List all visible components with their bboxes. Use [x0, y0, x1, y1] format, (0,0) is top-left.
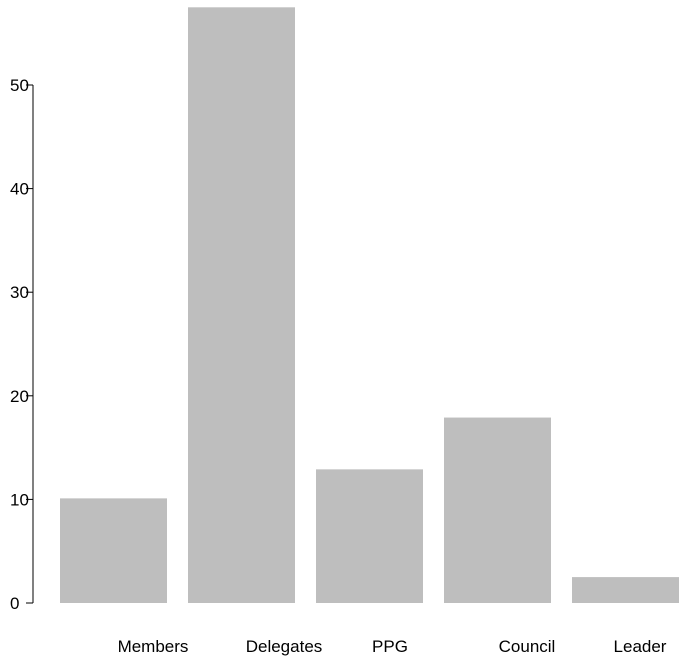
- x-category-label: PPG: [372, 637, 408, 656]
- x-category-label: Council: [499, 637, 556, 656]
- bar-leader: [572, 577, 679, 603]
- bars-group: [60, 7, 679, 604]
- y-tick-label: 0: [10, 594, 19, 613]
- bar-ppg: [316, 469, 423, 603]
- y-tick-label: 30: [10, 283, 29, 302]
- y-tick-label: 50: [10, 76, 29, 95]
- x-category-label: Delegates: [246, 637, 323, 656]
- bar-members: [60, 498, 167, 603]
- x-axis-labels: Members Delegates PPG Council Leader: [118, 637, 667, 656]
- y-tick-label: 10: [10, 490, 29, 509]
- x-category-label: Leader: [614, 637, 667, 656]
- y-tick-label: 40: [10, 180, 29, 199]
- bar-delegates: [188, 7, 295, 604]
- x-category-label: Members: [118, 637, 189, 656]
- y-tick-label: 20: [10, 387, 29, 406]
- bar-council: [444, 417, 551, 603]
- y-axis: 0 10 20 30 40 50: [10, 76, 34, 613]
